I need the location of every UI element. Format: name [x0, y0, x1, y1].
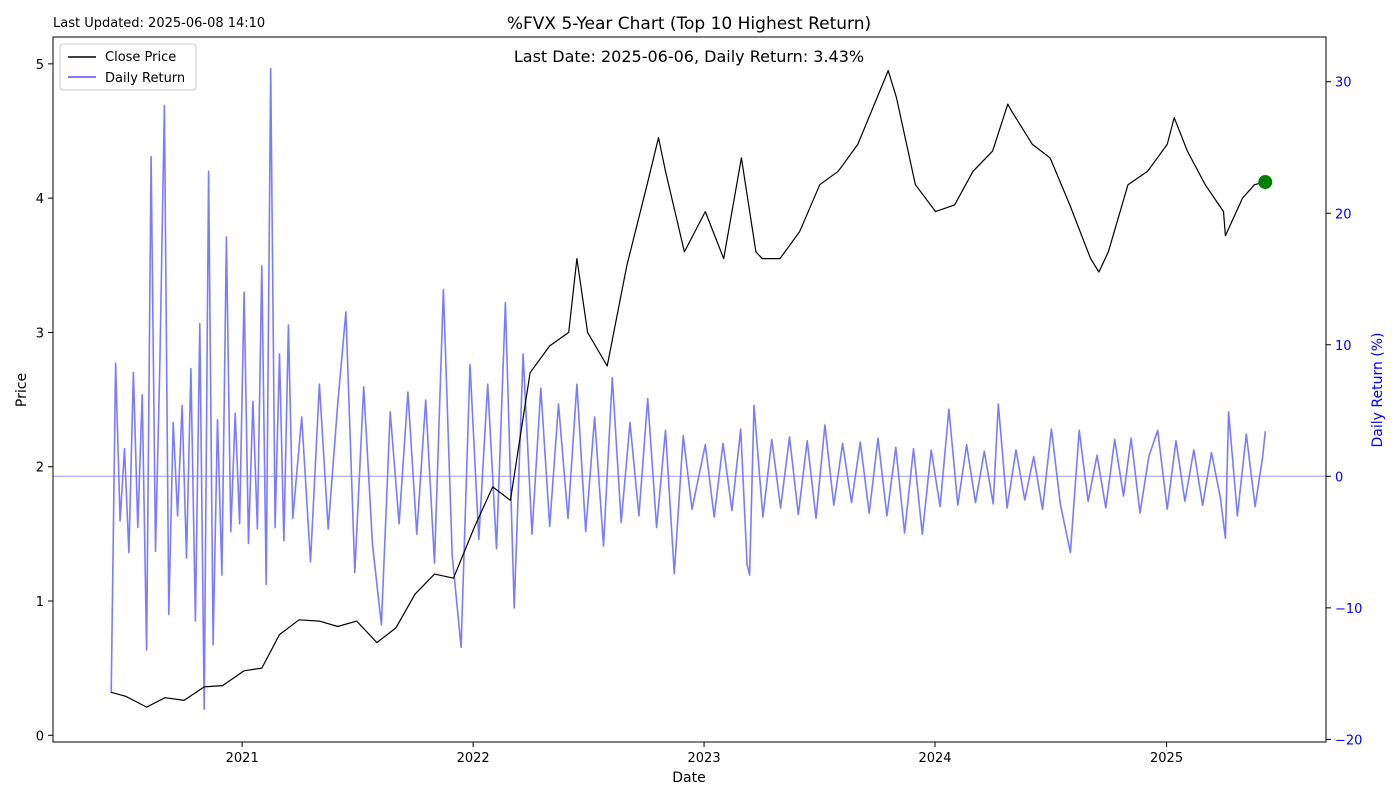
y2-tick-label: 10	[1335, 339, 1352, 354]
y2-tick-label: 20	[1335, 207, 1352, 222]
y2-tick-label: −10	[1335, 602, 1362, 617]
chart-subtitle: Last Date: 2025-06-06, Daily Return: 3.4…	[514, 47, 864, 66]
y-tick-label: 1	[36, 595, 44, 610]
y-tick-label: 4	[36, 192, 44, 207]
last-point-marker	[1258, 175, 1273, 190]
x-tick-label: 2023	[688, 751, 721, 766]
y-tick-label: 2	[36, 461, 44, 476]
x-tick-label: 2022	[457, 751, 490, 766]
last-updated-label: Last Updated: 2025-06-08 14:10	[53, 16, 265, 31]
y2-tick-label: 0	[1335, 470, 1343, 485]
plot-frame	[52, 36, 1327, 743]
y2-axis-label: Daily Return (%)	[1370, 332, 1386, 447]
y-tick-label: 5	[36, 58, 44, 73]
y2-tick-label: 30	[1335, 76, 1352, 91]
plot-area	[53, 67, 1326, 710]
close-price-layer	[111, 70, 1266, 708]
x-tick-label: 2021	[226, 751, 259, 766]
legend: Close Price Daily Return	[59, 43, 197, 91]
x-axis-label: Date	[672, 770, 705, 786]
chart-title: %FVX 5-Year Chart (Top 10 Highest Return…	[507, 14, 871, 34]
x-tick-label: 2025	[1150, 751, 1183, 766]
y2-tick-label: −20	[1335, 733, 1362, 748]
y-axis-label: Price	[14, 373, 30, 407]
x-axis: 2021 2022 2023 2024 2025	[226, 742, 1183, 766]
close-price-line	[111, 70, 1266, 708]
legend-return-label: Daily Return	[105, 71, 185, 86]
y-axis-price: 0 1 2 3 4 5	[36, 58, 53, 744]
legend-box	[59, 43, 197, 91]
legend-close-label: Close Price	[105, 50, 176, 65]
y-tick-label: 3	[36, 326, 44, 341]
daily-return-layer	[53, 67, 1326, 710]
y-tick-label: 0	[36, 729, 44, 744]
x-tick-label: 2024	[918, 751, 951, 766]
daily-return-line	[110, 67, 1267, 710]
last-point-layer	[1258, 175, 1273, 190]
y-axis-return: −20 −10 0 10 20 30	[1326, 76, 1362, 748]
